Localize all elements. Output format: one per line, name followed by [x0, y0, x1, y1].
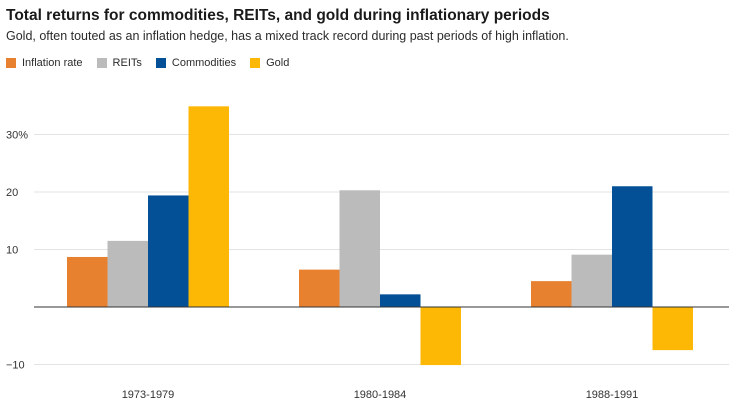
x-category-label: 1988-1991 [586, 389, 639, 401]
x-category-label: 1980-1984 [354, 389, 407, 401]
legend-swatch [96, 58, 107, 68]
bar [188, 106, 229, 307]
bar [339, 190, 380, 307]
legend-item: REITs [96, 57, 142, 69]
chart-title: Total returns for commodities, REITs, an… [6, 7, 550, 24]
y-tick-label: 20 [6, 187, 18, 199]
bar [67, 256, 108, 307]
chart-legend: Inflation rate REITs Commodities Gold [6, 57, 303, 69]
x-category-label: 1973-1979 [122, 389, 175, 401]
bar [420, 307, 461, 366]
bar [652, 307, 693, 351]
legend-swatch [155, 58, 166, 68]
legend-label: REITs [112, 57, 142, 69]
y-tick-label: −10 [6, 360, 25, 372]
legend-label: Commodities [171, 57, 237, 69]
y-tick-label: 10 [6, 245, 18, 257]
chart-subtitle: Gold, often touted as an inflation hedge… [6, 29, 569, 43]
bar [531, 281, 572, 307]
bar [571, 254, 612, 307]
bar [380, 294, 421, 307]
legend-swatch [6, 58, 16, 68]
bar [299, 269, 340, 307]
legend-label: Inflation rate [22, 57, 83, 69]
legend-item: Inflation rate [6, 57, 83, 69]
y-tick-label: 30% [6, 130, 28, 142]
legend-label: Gold [266, 57, 290, 69]
bar [107, 240, 148, 307]
legend-item: Gold [250, 57, 289, 69]
legend-swatch [250, 58, 261, 68]
legend-item: Commodities [155, 57, 237, 69]
bar [148, 195, 189, 307]
bar [612, 186, 653, 307]
